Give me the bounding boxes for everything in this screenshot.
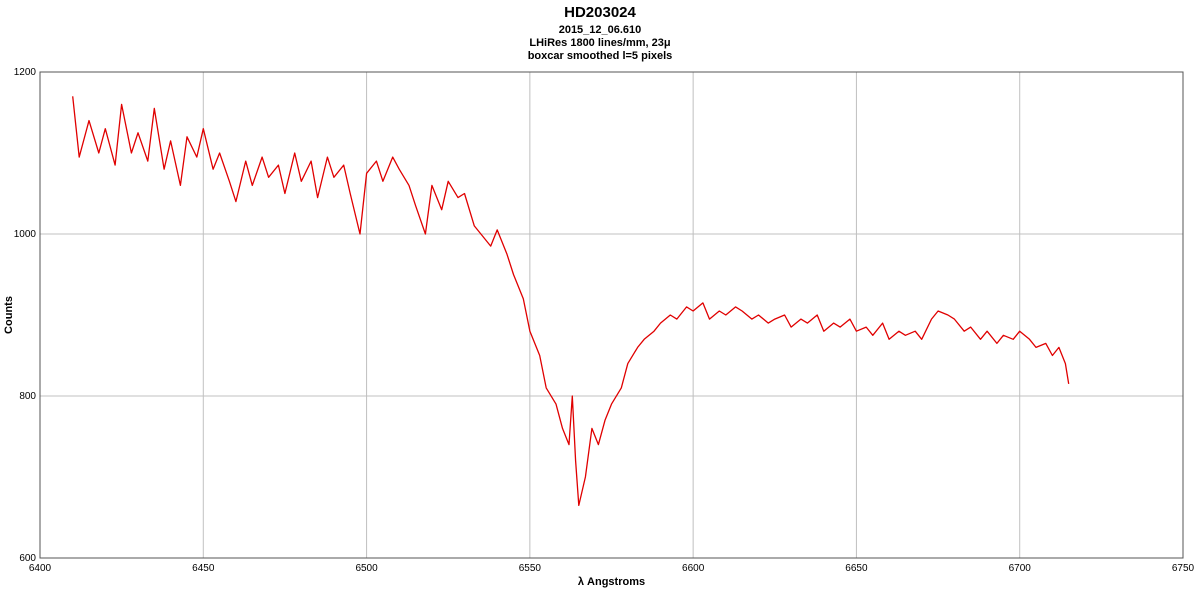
chart-subtitle-smoothing: boxcar smoothed l=5 pixels [527, 50, 673, 62]
chart-subtitle-date: 2015_12_06.610 [558, 24, 642, 36]
x-tick-label: 6600 [682, 563, 705, 574]
x-tick-label: 6450 [192, 563, 215, 574]
series-group [72, 96, 1070, 507]
y-tick-label: 1200 [14, 67, 37, 78]
x-tick-labels: 6400 6450 6500 6550 6600 6650 6700 6750 [29, 563, 1195, 574]
plot-frame [39, 71, 1184, 559]
x-tick-label: 6650 [845, 563, 868, 574]
x-tick-label: 6550 [519, 563, 542, 574]
y-tick-label: 600 [19, 553, 36, 564]
y-tick-label: 1000 [14, 229, 37, 240]
y-tick-labels: 600 800 1000 1200 [14, 67, 37, 564]
x-axis-label: λ Angstroms [578, 576, 645, 588]
x-tick-label: 6400 [29, 563, 52, 574]
chart-subtitle-instrument: LHiRes 1800 lines/mm, 23μ [529, 37, 671, 49]
y-tick-label: 800 [19, 391, 36, 402]
y-axis-label: Counts [3, 296, 15, 334]
x-tick-label: 6700 [1009, 563, 1032, 574]
grid-lines [39, 71, 1184, 559]
chart-title: HD203024 [564, 4, 636, 21]
x-tick-label: 6750 [1172, 563, 1195, 574]
x-tick-label: 6500 [355, 563, 378, 574]
spectrum-line [72, 96, 1070, 507]
